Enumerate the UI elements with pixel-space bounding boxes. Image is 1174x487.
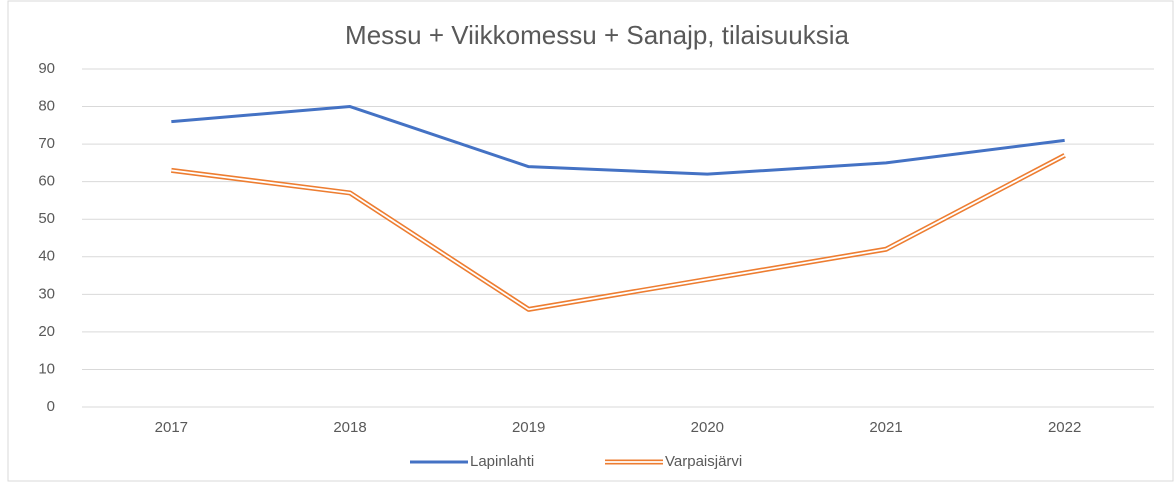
chart-title: Messu + Viikkomessu + Sanajp, tilaisuuks… xyxy=(345,20,849,50)
series-line-inner xyxy=(171,154,1066,311)
series-line xyxy=(171,105,1065,176)
y-tick-label: 70 xyxy=(38,135,55,152)
y-tick-label: 0 xyxy=(47,398,55,415)
y-tick-label: 20 xyxy=(38,323,55,340)
y-tick-label: 30 xyxy=(38,285,55,302)
x-tick-label: 2021 xyxy=(869,419,902,436)
y-tick-label: 10 xyxy=(38,360,55,377)
x-tick-label: 2022 xyxy=(1048,419,1081,436)
y-tick-label: 40 xyxy=(38,248,55,265)
x-tick-label: 2018 xyxy=(333,419,366,436)
chart-frame xyxy=(7,0,1174,482)
x-tick-label: 2017 xyxy=(155,419,188,436)
legend-label: Varpaisjärvi xyxy=(665,453,742,470)
legend-label: Lapinlahti xyxy=(470,453,534,470)
y-tick-label: 50 xyxy=(38,210,55,227)
y-tick-label: 90 xyxy=(38,60,55,77)
x-tick-label: 2019 xyxy=(512,419,545,436)
x-tick-label: 2020 xyxy=(691,419,724,436)
y-tick-label: 60 xyxy=(38,173,55,190)
y-tick-label: 80 xyxy=(38,98,55,115)
